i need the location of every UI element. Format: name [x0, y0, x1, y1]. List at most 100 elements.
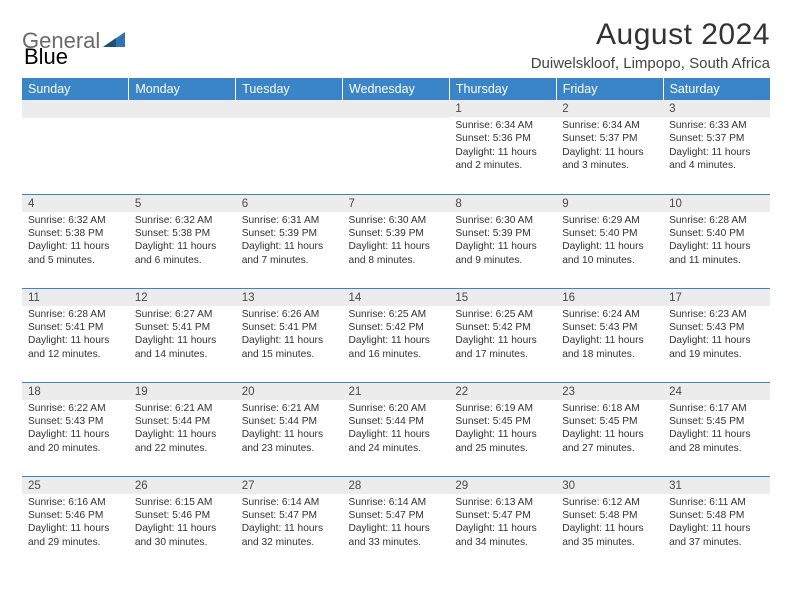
calendar-day-cell	[129, 100, 236, 194]
calendar-day-cell: 6Sunrise: 6:31 AMSunset: 5:39 PMDaylight…	[236, 194, 343, 288]
calendar-day-cell: 23Sunrise: 6:18 AMSunset: 5:45 PMDayligh…	[556, 382, 663, 476]
day-number: 5	[129, 195, 236, 212]
calendar-day-cell: 21Sunrise: 6:20 AMSunset: 5:44 PMDayligh…	[343, 382, 450, 476]
day-number: 9	[556, 195, 663, 212]
weekday-header: Sunday	[22, 78, 129, 100]
day-details: Sunrise: 6:28 AMSunset: 5:41 PMDaylight:…	[22, 306, 129, 366]
calendar-day-cell: 26Sunrise: 6:15 AMSunset: 5:46 PMDayligh…	[129, 476, 236, 570]
day-number: 29	[449, 477, 556, 494]
calendar-day-cell: 16Sunrise: 6:24 AMSunset: 5:43 PMDayligh…	[556, 288, 663, 382]
day-details: Sunrise: 6:23 AMSunset: 5:43 PMDaylight:…	[663, 306, 770, 366]
calendar-body: 1Sunrise: 6:34 AMSunset: 5:36 PMDaylight…	[22, 100, 770, 570]
day-details: Sunrise: 6:27 AMSunset: 5:41 PMDaylight:…	[129, 306, 236, 366]
day-number: 12	[129, 289, 236, 306]
day-number: 6	[236, 195, 343, 212]
calendar-head: SundayMondayTuesdayWednesdayThursdayFrid…	[22, 78, 770, 100]
day-number: 26	[129, 477, 236, 494]
day-details: Sunrise: 6:25 AMSunset: 5:42 PMDaylight:…	[449, 306, 556, 366]
day-details: Sunrise: 6:24 AMSunset: 5:43 PMDaylight:…	[556, 306, 663, 366]
day-number: 31	[663, 477, 770, 494]
day-number: 10	[663, 195, 770, 212]
day-details: Sunrise: 6:20 AMSunset: 5:44 PMDaylight:…	[343, 400, 450, 460]
day-number: 14	[343, 289, 450, 306]
weekday-header: Tuesday	[236, 78, 343, 100]
brand-triangle-icon	[100, 28, 125, 54]
day-number	[129, 100, 236, 118]
calendar-day-cell	[22, 100, 129, 194]
day-details: Sunrise: 6:14 AMSunset: 5:47 PMDaylight:…	[343, 494, 450, 554]
calendar-day-cell: 24Sunrise: 6:17 AMSunset: 5:45 PMDayligh…	[663, 382, 770, 476]
day-details: Sunrise: 6:31 AMSunset: 5:39 PMDaylight:…	[236, 212, 343, 272]
day-details: Sunrise: 6:13 AMSunset: 5:47 PMDaylight:…	[449, 494, 556, 554]
weekday-header: Saturday	[663, 78, 770, 100]
calendar-day-cell: 13Sunrise: 6:26 AMSunset: 5:41 PMDayligh…	[236, 288, 343, 382]
day-details: Sunrise: 6:30 AMSunset: 5:39 PMDaylight:…	[449, 212, 556, 272]
calendar-day-cell: 20Sunrise: 6:21 AMSunset: 5:44 PMDayligh…	[236, 382, 343, 476]
day-number: 20	[236, 383, 343, 400]
day-number: 8	[449, 195, 556, 212]
day-number: 13	[236, 289, 343, 306]
day-details: Sunrise: 6:17 AMSunset: 5:45 PMDaylight:…	[663, 400, 770, 460]
day-details: Sunrise: 6:25 AMSunset: 5:42 PMDaylight:…	[343, 306, 450, 366]
day-details: Sunrise: 6:32 AMSunset: 5:38 PMDaylight:…	[22, 212, 129, 272]
day-number: 27	[236, 477, 343, 494]
calendar-day-cell: 19Sunrise: 6:21 AMSunset: 5:44 PMDayligh…	[129, 382, 236, 476]
calendar-day-cell: 28Sunrise: 6:14 AMSunset: 5:47 PMDayligh…	[343, 476, 450, 570]
calendar-day-cell: 27Sunrise: 6:14 AMSunset: 5:47 PMDayligh…	[236, 476, 343, 570]
day-number: 3	[663, 100, 770, 117]
calendar-day-cell: 25Sunrise: 6:16 AMSunset: 5:46 PMDayligh…	[22, 476, 129, 570]
calendar-week-row: 25Sunrise: 6:16 AMSunset: 5:46 PMDayligh…	[22, 476, 770, 570]
calendar-week-row: 11Sunrise: 6:28 AMSunset: 5:41 PMDayligh…	[22, 288, 770, 382]
day-number: 7	[343, 195, 450, 212]
location-text: Duiwelskloof, Limpopo, South Africa	[531, 55, 770, 72]
day-number: 24	[663, 383, 770, 400]
day-number: 18	[22, 383, 129, 400]
calendar-day-cell: 29Sunrise: 6:13 AMSunset: 5:47 PMDayligh…	[449, 476, 556, 570]
calendar-day-cell: 31Sunrise: 6:11 AMSunset: 5:48 PMDayligh…	[663, 476, 770, 570]
calendar-week-row: 18Sunrise: 6:22 AMSunset: 5:43 PMDayligh…	[22, 382, 770, 476]
day-details: Sunrise: 6:21 AMSunset: 5:44 PMDaylight:…	[236, 400, 343, 460]
calendar-day-cell: 12Sunrise: 6:27 AMSunset: 5:41 PMDayligh…	[129, 288, 236, 382]
day-details: Sunrise: 6:28 AMSunset: 5:40 PMDaylight:…	[663, 212, 770, 272]
day-number: 22	[449, 383, 556, 400]
weekday-header: Thursday	[449, 78, 556, 100]
day-details: Sunrise: 6:18 AMSunset: 5:45 PMDaylight:…	[556, 400, 663, 460]
day-details: Sunrise: 6:15 AMSunset: 5:46 PMDaylight:…	[129, 494, 236, 554]
day-number: 4	[22, 195, 129, 212]
day-details: Sunrise: 6:32 AMSunset: 5:38 PMDaylight:…	[129, 212, 236, 272]
day-details: Sunrise: 6:30 AMSunset: 5:39 PMDaylight:…	[343, 212, 450, 272]
calendar-day-cell: 22Sunrise: 6:19 AMSunset: 5:45 PMDayligh…	[449, 382, 556, 476]
weekday-header: Monday	[129, 78, 236, 100]
calendar-day-cell: 11Sunrise: 6:28 AMSunset: 5:41 PMDayligh…	[22, 288, 129, 382]
day-details: Sunrise: 6:26 AMSunset: 5:41 PMDaylight:…	[236, 306, 343, 366]
calendar-page: General August 2024 Duiwelskloof, Limpop…	[0, 0, 792, 570]
calendar-table: SundayMondayTuesdayWednesdayThursdayFrid…	[22, 78, 770, 570]
day-number: 1	[449, 100, 556, 117]
calendar-day-cell: 18Sunrise: 6:22 AMSunset: 5:43 PMDayligh…	[22, 382, 129, 476]
day-details: Sunrise: 6:34 AMSunset: 5:36 PMDaylight:…	[449, 117, 556, 177]
day-number: 16	[556, 289, 663, 306]
day-number: 2	[556, 100, 663, 117]
day-details: Sunrise: 6:29 AMSunset: 5:40 PMDaylight:…	[556, 212, 663, 272]
day-details: Sunrise: 6:11 AMSunset: 5:48 PMDaylight:…	[663, 494, 770, 554]
day-number: 19	[129, 383, 236, 400]
day-number	[22, 100, 129, 118]
weekday-header: Friday	[556, 78, 663, 100]
day-details: Sunrise: 6:16 AMSunset: 5:46 PMDaylight:…	[22, 494, 129, 554]
day-number: 28	[343, 477, 450, 494]
day-details: Sunrise: 6:14 AMSunset: 5:47 PMDaylight:…	[236, 494, 343, 554]
calendar-week-row: 4Sunrise: 6:32 AMSunset: 5:38 PMDaylight…	[22, 194, 770, 288]
calendar-day-cell: 8Sunrise: 6:30 AMSunset: 5:39 PMDaylight…	[449, 194, 556, 288]
title-block: August 2024 Duiwelskloof, Limpopo, South…	[531, 18, 770, 72]
day-number: 30	[556, 477, 663, 494]
calendar-day-cell	[343, 100, 450, 194]
day-details: Sunrise: 6:22 AMSunset: 5:43 PMDaylight:…	[22, 400, 129, 460]
calendar-day-cell: 4Sunrise: 6:32 AMSunset: 5:38 PMDaylight…	[22, 194, 129, 288]
weekday-header: Wednesday	[343, 78, 450, 100]
day-number: 17	[663, 289, 770, 306]
day-details: Sunrise: 6:19 AMSunset: 5:45 PMDaylight:…	[449, 400, 556, 460]
calendar-day-cell: 7Sunrise: 6:30 AMSunset: 5:39 PMDaylight…	[343, 194, 450, 288]
calendar-week-row: 1Sunrise: 6:34 AMSunset: 5:36 PMDaylight…	[22, 100, 770, 194]
calendar-day-cell: 3Sunrise: 6:33 AMSunset: 5:37 PMDaylight…	[663, 100, 770, 194]
calendar-day-cell: 9Sunrise: 6:29 AMSunset: 5:40 PMDaylight…	[556, 194, 663, 288]
